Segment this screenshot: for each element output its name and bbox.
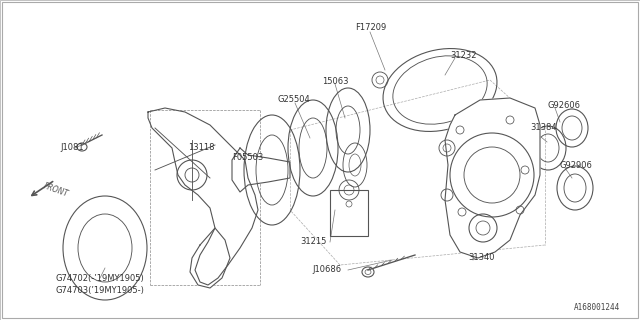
- Text: G74703(’19MY1905-): G74703(’19MY1905-): [55, 285, 144, 294]
- Text: 31215: 31215: [300, 237, 326, 246]
- Text: 31340: 31340: [468, 253, 495, 262]
- Text: G92906: G92906: [560, 161, 593, 170]
- Polygon shape: [190, 228, 230, 288]
- Text: F05503: F05503: [232, 154, 263, 163]
- Text: A168001244: A168001244: [573, 303, 620, 312]
- Polygon shape: [232, 148, 290, 192]
- Text: J1081: J1081: [60, 143, 84, 153]
- Text: 31232: 31232: [450, 51, 477, 60]
- Text: FRONT: FRONT: [42, 181, 70, 199]
- Text: 13118: 13118: [188, 143, 214, 153]
- Polygon shape: [445, 98, 540, 258]
- Bar: [330, 190, 368, 236]
- Text: F17209: F17209: [355, 23, 387, 33]
- Text: J10686: J10686: [312, 266, 341, 275]
- Text: 31384: 31384: [530, 124, 557, 132]
- Text: G74702(-’19MY1905): G74702(-’19MY1905): [55, 274, 144, 283]
- Text: G92606: G92606: [548, 100, 581, 109]
- Text: 15063: 15063: [322, 77, 349, 86]
- Text: G25504: G25504: [278, 95, 311, 105]
- Polygon shape: [148, 108, 258, 285]
